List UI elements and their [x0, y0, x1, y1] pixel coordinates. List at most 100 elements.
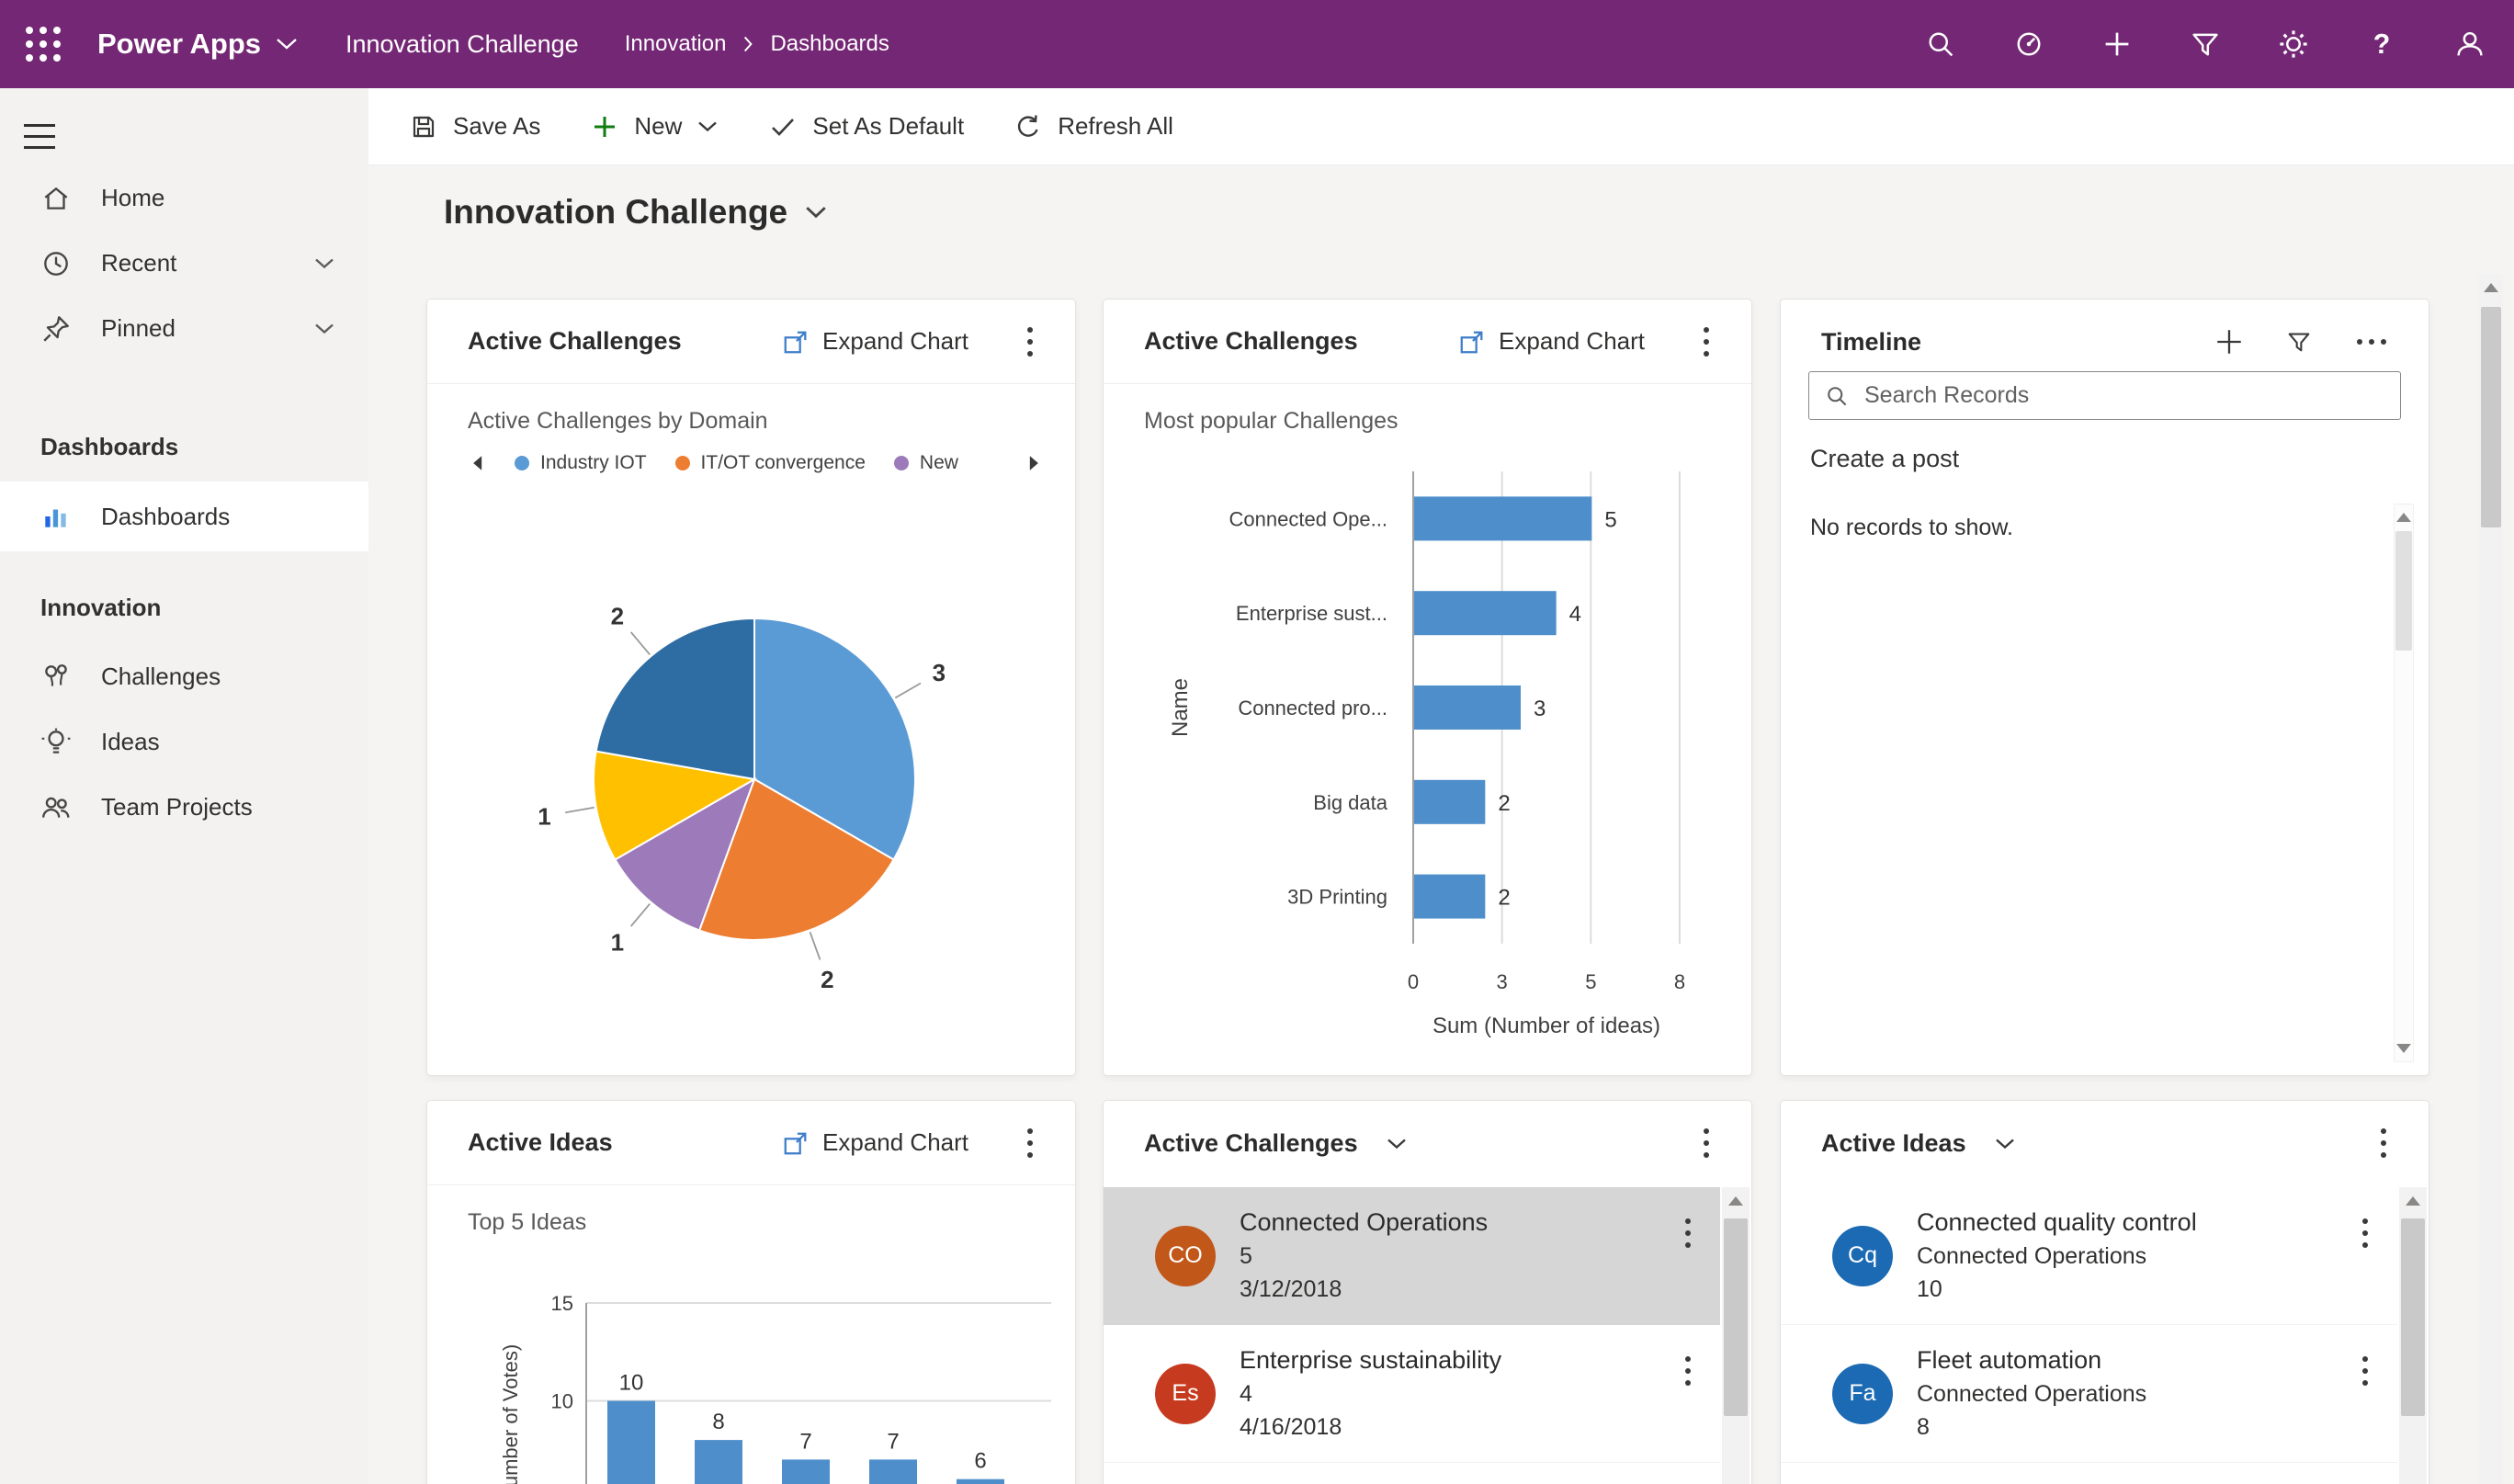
svg-text:8: 8 [1674, 970, 1685, 993]
chevron-down-icon[interactable] [804, 205, 828, 220]
app-name-switcher[interactable]: Power Apps [97, 28, 298, 61]
row-more-button[interactable] [2355, 1211, 2375, 1255]
record-name[interactable]: Enterprise sustainability [1240, 1346, 1502, 1374]
scroll-up-arrow[interactable] [1722, 1187, 1750, 1215]
set-as-default-button[interactable]: Set As Default [768, 112, 964, 142]
expand-chart-button[interactable]: Expand Chart [782, 327, 968, 356]
scroll-up-arrow[interactable] [2479, 274, 2503, 301]
legend-label: New [919, 452, 958, 473]
record-name[interactable]: Connected quality control [1917, 1208, 2197, 1236]
compass-button[interactable] [1985, 0, 2073, 88]
list-scrollbar [2399, 1187, 2427, 1484]
sitemap-toggle-button[interactable] [24, 110, 75, 162]
breadcrumb-page[interactable]: Dashboards [770, 31, 889, 56]
sidebar-item-home[interactable]: Home [0, 165, 368, 231]
refresh-icon [1018, 114, 1038, 137]
legend-scroll-left[interactable] [468, 453, 486, 473]
app-launcher-button[interactable] [0, 0, 86, 88]
svg-text:1: 1 [538, 802, 550, 830]
new-button[interactable]: New [590, 112, 719, 142]
quick-create-button[interactable] [2073, 0, 2161, 88]
sidebar-item-recent[interactable]: Recent [0, 231, 368, 296]
list-item[interactable]: CO Connected Operations 5 3/12/2018 [1104, 1187, 1720, 1325]
record-name[interactable]: Connected Operations [1240, 1208, 1489, 1236]
svg-text:?: ? [2373, 29, 2391, 60]
sidebar-item-label: Challenges [101, 663, 221, 690]
refresh-all-button[interactable]: Refresh All [1014, 112, 1173, 142]
scroll-down-arrow[interactable] [2394, 1035, 2414, 1062]
svg-text:8: 8 [712, 1410, 724, 1434]
scrollbar-thumb[interactable] [2401, 1218, 2425, 1416]
sidebar-item-label: Home [101, 184, 165, 211]
sidebar-item-ideas[interactable]: Ideas [0, 709, 368, 775]
card-title: Active Challenges [1144, 327, 1358, 355]
svg-text:Enterprise sust...: Enterprise sust... [1236, 602, 1387, 625]
more-commands-button[interactable] [1696, 1121, 1716, 1165]
account-button[interactable] [2426, 0, 2514, 88]
pie-chart[interactable]: 3 2 1 1 2 [427, 483, 1076, 998]
chart-title: Most popular Challenges [1144, 408, 1399, 434]
chevron-down-icon[interactable] [313, 256, 335, 270]
timeline-add-button[interactable] [2214, 326, 2245, 357]
list-item[interactable]: Es Enterprise sustainability 4 4/16/2018 [1104, 1325, 1720, 1463]
card-header: Active Challenges Expand Chart [1104, 300, 1751, 384]
sidebar-item-label: Pinned [101, 314, 176, 342]
card-title: Active Challenges [1144, 1128, 1358, 1157]
more-commands-button[interactable] [1696, 320, 1716, 364]
scroll-up-arrow[interactable] [2399, 1187, 2427, 1215]
column-chart[interactable]: 151050108776Sum (Number of Votes) [427, 1211, 1076, 1484]
avatar: Cq [1832, 1225, 1893, 1286]
refresh-all-label: Refresh All [1058, 112, 1173, 140]
chevron-down-icon[interactable] [313, 322, 335, 335]
people-icon [40, 789, 77, 826]
row-more-button[interactable] [1678, 1211, 1698, 1255]
legend-item: Industry IOT [515, 452, 647, 474]
sidebar-item-challenges[interactable]: Challenges [0, 644, 368, 709]
scroll-up-arrow[interactable] [2394, 504, 2414, 531]
more-commands-button[interactable] [1020, 320, 1040, 364]
legend-scroll-right[interactable] [1025, 453, 1044, 473]
row-more-button[interactable] [2355, 1349, 2375, 1393]
compass-icon [2017, 32, 2041, 56]
create-post-label[interactable]: Create a post [1810, 445, 1960, 472]
sidebar-item-dashboards[interactable]: Dashboards [0, 481, 368, 551]
dashboard-content: Innovation Challenge Active Challenges E… [368, 165, 2514, 1484]
timeline-more-button[interactable] [2350, 332, 2394, 352]
settings-button[interactable] [2249, 0, 2338, 88]
svg-text:5: 5 [1585, 970, 1596, 993]
view-selector-chevron-icon[interactable] [1386, 1137, 1408, 1150]
avatar: CO [1155, 1225, 1216, 1286]
row-more-button[interactable] [1678, 1349, 1698, 1393]
filter-button[interactable] [2161, 0, 2249, 88]
search-records-input[interactable] [1864, 382, 2385, 409]
expand-chart-button[interactable]: Expand Chart [1458, 327, 1645, 356]
more-commands-button[interactable] [2373, 1121, 2394, 1165]
sidebar-item-pinned[interactable]: Pinned [0, 296, 368, 361]
command-bar: Save As New Set As Default Refresh All [368, 88, 2514, 165]
record-name[interactable]: Fleet automation [1917, 1346, 2102, 1374]
sidebar-item-label: Dashboards [101, 502, 231, 530]
card-title: Active Ideas [1821, 1128, 1966, 1157]
search-button[interactable] [1897, 0, 1985, 88]
list-item[interactable]: Fa Fleet automation Connected Operations… [1781, 1325, 2397, 1463]
scrollbar-thumb[interactable] [1724, 1218, 1748, 1416]
scrollbar-thumb[interactable] [2481, 307, 2501, 527]
expand-chart-button[interactable]: Expand Chart [782, 1128, 968, 1157]
dashboard-selector: Innovation Challenge [444, 193, 828, 232]
view-selector-chevron-icon[interactable] [1994, 1137, 2016, 1150]
scrollbar-thumb[interactable] [2395, 531, 2412, 651]
legend-label: IT/OT convergence [700, 452, 866, 473]
more-commands-button[interactable] [1020, 1121, 1040, 1165]
expand-chart-label: Expand Chart [822, 327, 968, 355]
breadcrumb-section[interactable]: Innovation [624, 31, 727, 56]
sidebar-item-label: Recent [101, 249, 177, 277]
account-icon [2457, 31, 2483, 56]
help-button[interactable]: ? [2338, 0, 2426, 88]
legend-dot [515, 456, 529, 470]
bar-chart[interactable]: 0 3 5 8 5 Connected Ope... 4 Enterprise sust...… [1104, 437, 1752, 1071]
sidebar-item-team-projects[interactable]: Team Projects [0, 775, 368, 840]
save-as-button[interactable]: Save As [409, 112, 540, 142]
timeline-filter-button[interactable] [2285, 328, 2313, 356]
expand-chart-label: Expand Chart [1499, 327, 1645, 355]
list-item[interactable]: Cq Connected quality control Connected O… [1781, 1187, 2397, 1325]
